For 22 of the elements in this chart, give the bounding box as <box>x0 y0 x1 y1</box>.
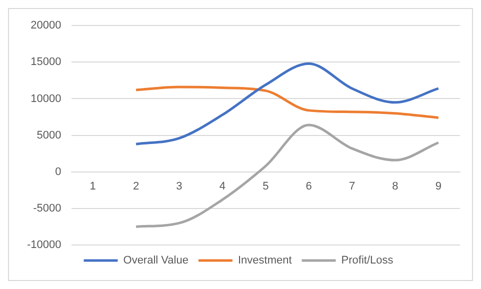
x-tick-label: 6 <box>306 180 312 192</box>
x-tick-label: 9 <box>435 180 442 192</box>
legend-label: Investment <box>238 254 292 267</box>
x-tick-label: 2 <box>132 180 140 192</box>
line-series <box>134 86 440 119</box>
x-tick-label: 8 <box>392 180 398 192</box>
line-series <box>134 62 440 146</box>
x-tick-label: 3 <box>176 180 182 192</box>
line-series <box>134 124 440 228</box>
y-tick-label: -10000 <box>26 239 62 252</box>
x-tick-label: 7 <box>348 180 356 192</box>
y-tick-label: 0 <box>55 166 62 178</box>
y-tick-label: 10000 <box>30 92 62 105</box>
x-tick-label: 1 <box>90 180 96 192</box>
y-tick-label: 20000 <box>30 20 62 32</box>
legend-label: Profit/Loss <box>341 254 394 267</box>
x-tick-label: 5 <box>262 180 269 192</box>
y-tick-label: 5000 <box>36 129 62 142</box>
legend-label: Overall Value <box>123 254 188 267</box>
y-tick-label: 15000 <box>30 56 62 68</box>
x-tick-label: 4 <box>219 180 226 192</box>
y-tick-label: -5000 <box>33 202 62 214</box>
